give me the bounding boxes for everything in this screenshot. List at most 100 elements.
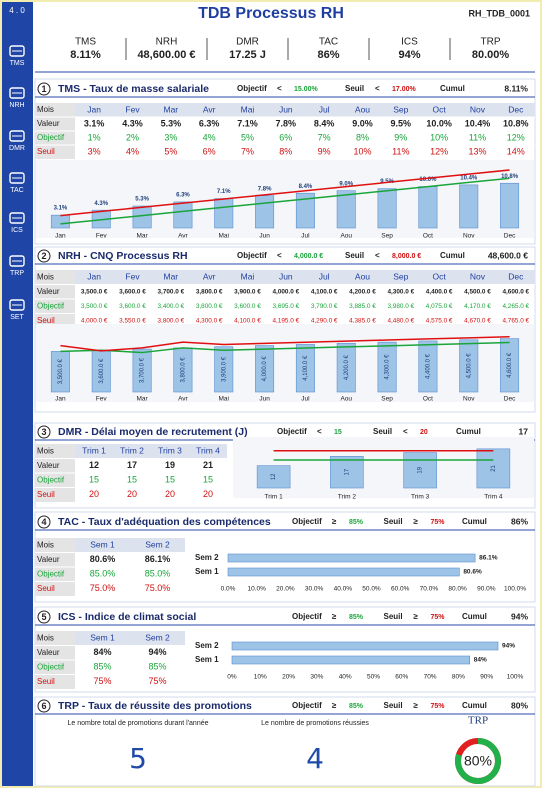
objectif-op: < — [277, 84, 282, 93]
table-cell: 4,670.0 € — [464, 317, 491, 324]
sidebar-item[interactable]: NRH — [9, 87, 25, 109]
bar — [403, 452, 437, 489]
sidebar-label: TAC — [10, 187, 23, 194]
table-col-header: Sep — [393, 272, 408, 282]
bar-label: 3,800.0 € — [180, 357, 186, 383]
section-badge — [37, 425, 51, 439]
kpi-item-value: 4 — [306, 742, 324, 775]
sidebar-item[interactable]: DMR — [9, 130, 25, 152]
x-tick-label: Oct — [423, 396, 433, 403]
table-cell: 3,800.0 € — [196, 288, 223, 295]
table-cell: 8% — [356, 132, 369, 142]
kpi-value: 86% — [317, 49, 339, 61]
table-cell: 4,385.0 € — [349, 317, 376, 324]
table-col-header: Mar — [164, 272, 179, 282]
section-number: 6 — [41, 701, 46, 711]
bar-label: 21 — [491, 464, 497, 471]
table-row-label: Objectif — [37, 569, 65, 578]
sidebar-item[interactable]: TRP — [9, 255, 25, 277]
objectif-label: Objectif — [277, 427, 307, 436]
x-tick-label: Mar — [136, 233, 148, 240]
x-tick-label: Nov — [463, 233, 475, 240]
table-cell: 9% — [318, 146, 331, 156]
sidebar-item[interactable]: SET — [9, 299, 25, 321]
sidebar-label: TMS — [10, 60, 25, 67]
objectif-label: Objectif — [292, 701, 322, 710]
kpi-value: 80.00% — [472, 49, 510, 61]
sidebar-icon — [9, 130, 25, 142]
table-header-row — [35, 444, 227, 459]
page-code: RH_TDB_0001 — [468, 8, 530, 18]
bar-label: 80.6% — [463, 569, 482, 576]
cumul-value: 94% — [511, 611, 528, 621]
objectif-op: < — [317, 427, 322, 436]
bar-label: 12 — [271, 473, 277, 480]
table-cell: 3,400.0 € — [157, 303, 184, 310]
objectif-label: Objectif — [237, 251, 267, 260]
table-cell: 5% — [164, 146, 177, 156]
table-cell: 12 — [89, 460, 99, 470]
table-cell: 3.1% — [84, 118, 105, 128]
x-tick-label: Jan — [55, 233, 66, 240]
table-row-label: Valeur — [37, 119, 60, 128]
objectif-op: < — [277, 251, 282, 260]
bar — [132, 348, 152, 393]
kpi-value: 94% — [398, 49, 420, 61]
seuil-op: < — [375, 84, 380, 93]
x-tick-label: Jan — [55, 396, 66, 403]
cumul-label: Cumul — [440, 84, 465, 93]
table-col-header: Jan — [87, 272, 101, 282]
table-cell: 3,500.0 € — [81, 288, 108, 295]
sidebar-icon — [9, 45, 25, 57]
table-cell: 4,290.0 € — [311, 317, 338, 324]
objectif-label: Objectif — [292, 517, 322, 526]
x-tick-label: 60% — [395, 674, 408, 681]
sidebar-item[interactable]: TMS — [9, 45, 25, 67]
table-row-label: Objectif — [37, 662, 65, 671]
table-cell: 4,300.0 € — [387, 288, 414, 295]
seuil-label: Seuil — [345, 84, 364, 93]
bar-label: 3,900.0 € — [221, 356, 227, 382]
table-cell: 3,800.0 € — [157, 317, 184, 324]
table-cell: 15 — [89, 475, 99, 485]
table-col-header: Mar — [164, 104, 179, 114]
table-cell: 3,885.0 € — [349, 303, 376, 310]
table-cell: 4,100.0 € — [234, 317, 261, 324]
kpi-value: 8.11% — [70, 49, 101, 61]
bar — [459, 339, 479, 393]
table-cell: 21 — [203, 460, 213, 470]
table-col-header: Trim 4 — [196, 446, 220, 456]
table-cell: 15 — [127, 475, 137, 485]
chart-area — [36, 160, 534, 238]
seuil-op: ≥ — [414, 701, 419, 710]
sidebar-label: ICS — [11, 227, 23, 234]
bar — [500, 338, 520, 393]
sidebar-item[interactable]: TAC — [9, 172, 25, 194]
table-corner: Mois — [37, 446, 54, 455]
table-cell: 3,980.0 € — [387, 303, 414, 310]
cumul-value: 80% — [511, 700, 528, 710]
sidebar-label: TRP — [10, 270, 24, 277]
seuil-label: Seuil — [345, 251, 364, 260]
objectif-op: ≥ — [332, 612, 337, 621]
table-cell: 75% — [93, 676, 111, 686]
objectif-value: 15 — [334, 429, 342, 436]
bar — [459, 184, 479, 229]
objectif-value: 15.00% — [294, 86, 319, 93]
gauge-arc — [455, 738, 501, 784]
cumul-value: 17 — [519, 426, 529, 436]
bar-label: 4,500.0 € — [466, 353, 472, 379]
sidebar-item[interactable]: ICS — [9, 212, 25, 234]
cumul-label: Cumul — [440, 251, 465, 260]
x-tick-label: 60.0% — [391, 586, 410, 593]
bar-label: 3,500.0 € — [58, 359, 64, 385]
table-col-header: Nov — [470, 104, 486, 114]
table-cell: 3,550.0 € — [119, 317, 146, 324]
x-tick-label: Trim 2 — [338, 494, 357, 501]
table-col-header: Avr — [203, 272, 216, 282]
table-cell: 4,575.0 € — [426, 317, 453, 324]
bar — [255, 195, 275, 229]
chart-area — [36, 324, 534, 402]
series-line — [60, 169, 510, 217]
